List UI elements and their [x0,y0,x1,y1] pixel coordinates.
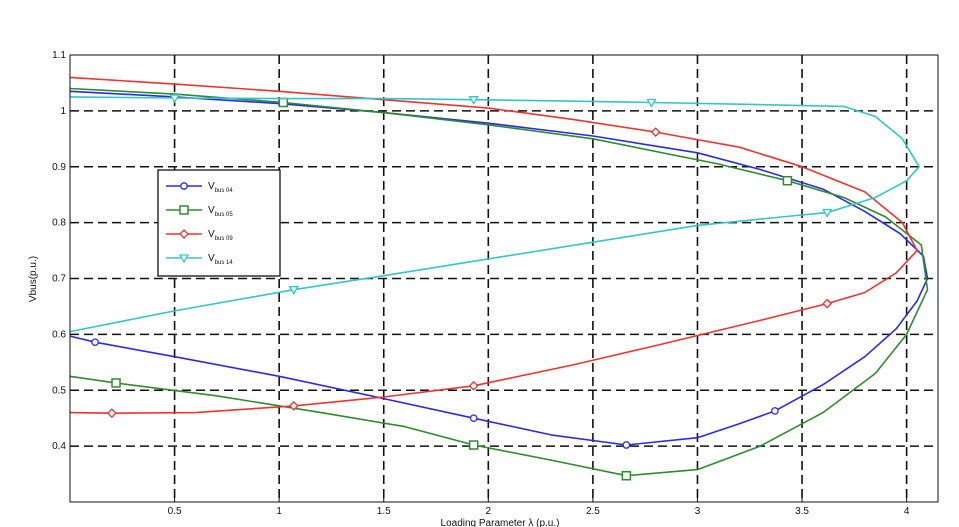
series-point [106,408,117,419]
series-point [278,97,289,108]
series-line [69,96,920,333]
series-line [69,87,929,477]
legend-marker [180,182,188,190]
series-bus-14 [69,94,920,333]
x-tick-label: 4 [904,506,910,517]
series-bus-04 [69,90,929,449]
series-point [622,441,631,449]
legend-label-name: V [208,181,215,192]
x-axis-label: Loading Parameter λ (p.u.) [441,518,560,527]
legend-label: Vbus 04 [208,181,233,194]
y-tick-label: 0.4 [52,441,66,452]
tick-labels: 0.5 1 1.5 2 2.5 3 3.5 4 0.4 0.5 0.6 0.7 0.8 0.9 1 1.1 [52,50,910,517]
legend-label: Vbus 09 [208,229,233,242]
y-tick-label: 0.5 [52,385,66,396]
legend-marker [178,254,190,264]
series-point [169,94,180,104]
series-bus-09 [69,76,918,419]
series-layer [69,76,929,481]
y-tick-label: 0.6 [52,329,66,340]
series-point [111,378,121,388]
y-axis-label: Vbus(p.u.) [28,256,39,302]
x-tick-label: 1 [276,506,282,517]
legend-marker [179,205,189,215]
series-point [650,127,661,138]
series-point [288,286,299,295]
legend-marker [179,229,189,239]
ticks [70,54,908,502]
y-tick-label: 1.1 [52,50,66,61]
series-point [646,98,657,108]
legend-label: Vbus 14 [208,253,233,266]
legend-label-name: V [208,229,215,240]
series-point [468,380,479,391]
series-point [468,440,479,450]
series-point [771,407,779,415]
legend-label-subscript: bus 14 [215,260,234,266]
series-point [91,338,99,347]
series-point [288,400,299,411]
series-point [621,470,632,481]
y-tick-label: 0.9 [52,162,66,173]
y-tick-label: 0.7 [52,274,66,285]
y-tick-label: 0.8 [52,218,66,229]
x-tick-label: 2 [486,506,492,517]
series-line [69,76,918,414]
legend-label-name: V [208,253,215,264]
series-point [822,208,833,218]
legend-label-subscript: bus 04 [215,188,234,194]
series-point [469,414,478,423]
series-line [69,90,929,446]
x-tick-label: 3 [695,506,701,517]
series-point [468,96,479,106]
legend-label: Vbus 05 [208,205,233,218]
legend-label-subscript: bus 09 [215,236,234,242]
series-bus-05 [69,87,929,481]
series-point [782,175,793,186]
legend-label-name: V [208,205,215,216]
x-tick-label: 0.5 [168,506,182,517]
series-point [822,298,833,309]
x-tick-label: 2.5 [586,506,600,517]
legend-label-subscript: bus 05 [215,212,234,218]
x-tick-label: 3.5 [795,506,809,517]
x-tick-label: 1.5 [377,506,391,517]
y-tick-label: 1 [60,106,66,117]
